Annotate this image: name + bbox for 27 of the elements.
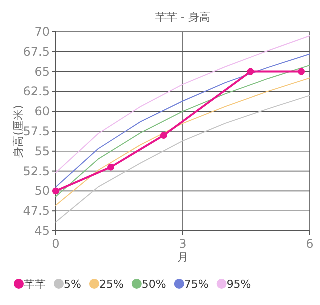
point bbox=[298, 68, 306, 76]
y-tick-label: 62.5 bbox=[23, 84, 50, 99]
x-axis-title: 月 bbox=[178, 251, 188, 264]
y-tick-label: 52.5 bbox=[23, 164, 50, 178]
legend-label: 芊芊 bbox=[24, 278, 46, 291]
point bbox=[160, 132, 168, 139]
legend-label: 95% bbox=[226, 278, 252, 291]
y-tick-label: 55 bbox=[34, 144, 50, 158]
x-tick-label: 6 bbox=[306, 237, 314, 251]
point bbox=[108, 164, 115, 171]
y-tick-label: 70 bbox=[34, 25, 50, 39]
point bbox=[247, 68, 254, 76]
x-tick-label: 0 bbox=[52, 237, 60, 251]
y-tick-label: 57.5 bbox=[23, 124, 50, 138]
x-tick-label: 3 bbox=[179, 237, 187, 251]
legend-label: 5% bbox=[64, 278, 82, 291]
y-tick-label: 47.5 bbox=[23, 204, 50, 218]
y-tick-label: 65 bbox=[34, 64, 50, 79]
y-tick-label: 60 bbox=[34, 104, 50, 119]
y-tick-label: 45 bbox=[34, 224, 50, 238]
legend-label: 75% bbox=[184, 278, 209, 291]
legend-label: 25% bbox=[99, 278, 124, 291]
y-tick-label: 50 bbox=[34, 184, 50, 198]
chart-title: 芊芊 - 身高 bbox=[156, 11, 210, 24]
y-tick-label: 67.5 bbox=[23, 44, 50, 59]
y-axis-title: 身高(厘米) bbox=[12, 105, 25, 158]
legend-label: 50% bbox=[142, 278, 166, 291]
